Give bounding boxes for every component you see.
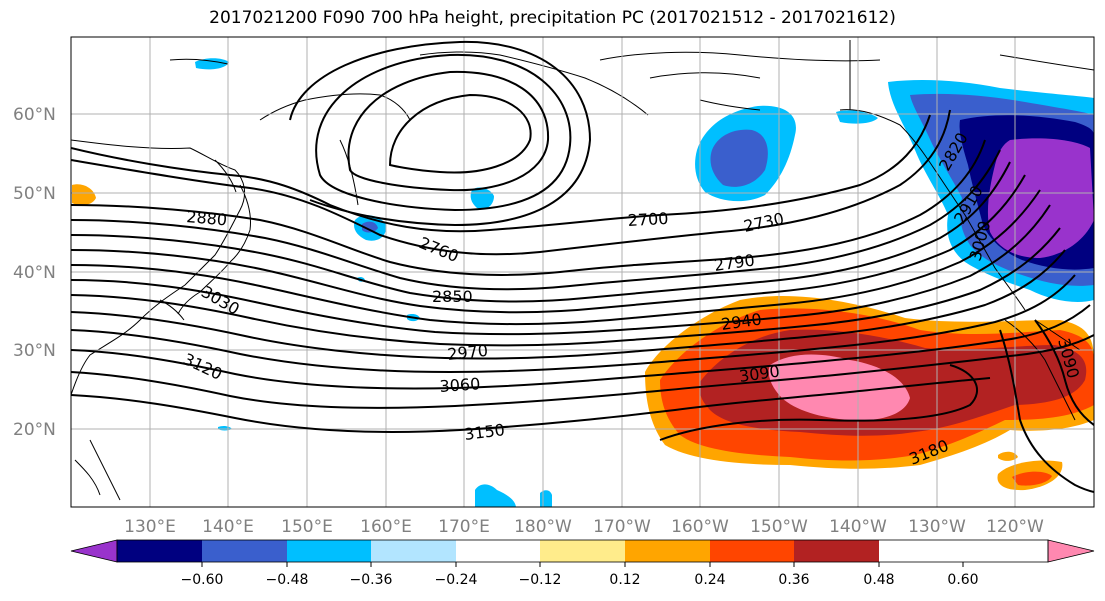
- contour-line: [71, 334, 1094, 409]
- colorbar-tick-label: −0.60: [181, 572, 224, 588]
- longitude-labels: 130°E 140°E 150°E 160°E 170°E 180°W 170°…: [124, 517, 1044, 537]
- coastline-asia: [71, 139, 246, 396]
- lon-label: 140°W: [829, 517, 887, 537]
- contour-line: [71, 109, 951, 256]
- colorbar-tick-labels: −0.60 −0.48 −0.36 −0.24 −0.12 0.12 0.24 …: [181, 572, 979, 588]
- graticule: [71, 37, 1094, 507]
- lon-label: 170°E: [438, 517, 490, 537]
- colorbar-tick-label: −0.24: [435, 572, 478, 588]
- lon-label: 170°W: [593, 517, 651, 537]
- height-contours: [71, 40, 1094, 493]
- colorbar-cell: [287, 540, 371, 562]
- precipitation-shading: [72, 58, 1094, 507]
- contour-line: [659, 364, 979, 441]
- contour-line: [71, 174, 1026, 314]
- contour-label: 2850: [432, 287, 473, 306]
- colorbar-high-extend: [1047, 539, 1095, 563]
- colorbar-cell: [794, 540, 879, 562]
- contour-line: [71, 204, 1051, 336]
- lon-label: 120°W: [986, 517, 1044, 537]
- colorbar-tick-label: −0.48: [266, 572, 309, 588]
- colorbar: −0.60 −0.48 −0.36 −0.24 −0.12 0.12 0.24 …: [70, 539, 1095, 588]
- map-title: 2017021200 F090 700 hPa height, precipit…: [209, 8, 896, 28]
- lat-label: 20°N: [13, 420, 56, 440]
- map-frame: [70, 36, 1095, 508]
- contour-label: 2880: [186, 207, 228, 229]
- colorbar-cell: [540, 540, 625, 562]
- contour-label: 3060: [439, 374, 481, 396]
- lon-label: 180°W: [514, 517, 572, 537]
- lat-label: 30°N: [13, 341, 56, 361]
- colorbar-tick-label: 0.12: [609, 572, 640, 588]
- contour-label: 3150: [463, 420, 506, 444]
- contour-line: [71, 249, 1066, 360]
- lat-label: 50°N: [13, 184, 56, 204]
- contour-line: [71, 189, 1041, 326]
- colorbar-cell: [117, 540, 202, 562]
- lon-label: 160°W: [671, 517, 729, 537]
- colorbar-tick-label: −0.36: [350, 572, 393, 588]
- colorbar-cells: [117, 540, 879, 562]
- colorbar-tick-label: 0.60: [947, 572, 978, 588]
- contour-label: 2970: [446, 341, 488, 364]
- lon-label: 150°E: [281, 517, 333, 537]
- colorbar-tick-label: 0.24: [694, 572, 725, 588]
- contour-line: [71, 114, 931, 233]
- lon-label: 160°E: [360, 517, 412, 537]
- contour-line: [347, 70, 550, 192]
- colorbar-tick-label: −0.12: [519, 572, 562, 588]
- contour-line: [289, 40, 592, 227]
- colorbar-cell: [371, 540, 456, 562]
- contour-line: [71, 161, 1011, 303]
- contour-line: [71, 377, 991, 433]
- lat-label: 40°N: [13, 263, 56, 283]
- contour-line: [71, 304, 1091, 390]
- contour-line: [71, 227, 1061, 347]
- lat-label: 60°N: [13, 105, 56, 125]
- contour-line: [999, 329, 1094, 493]
- lon-label: 150°W: [750, 517, 808, 537]
- colorbar-cell: [456, 540, 540, 562]
- lon-label: 140°E: [202, 517, 254, 537]
- colorbar-cell: [710, 540, 794, 562]
- colorbar-cell: [202, 540, 287, 562]
- colorbar-cell: [625, 540, 710, 562]
- colorbar-tick-label: 0.48: [863, 572, 894, 588]
- contour-line: [71, 149, 1001, 291]
- colorbar-tick-label: 0.36: [778, 572, 809, 588]
- colorbar-ticks: [201, 562, 964, 567]
- contour-label: 2700: [627, 209, 669, 230]
- contour-line: [315, 53, 572, 212]
- contour-line: [71, 274, 1076, 374]
- contour-line: [388, 93, 532, 174]
- latitude-labels: 60°N 50°N 40°N 30°N 20°N: [13, 105, 56, 440]
- contour-line: [1034, 319, 1094, 426]
- lon-label: 130°W: [908, 517, 966, 537]
- contour-line: [71, 139, 986, 276]
- colorbar-low-extend: [70, 539, 118, 563]
- lon-label: 130°E: [124, 517, 176, 537]
